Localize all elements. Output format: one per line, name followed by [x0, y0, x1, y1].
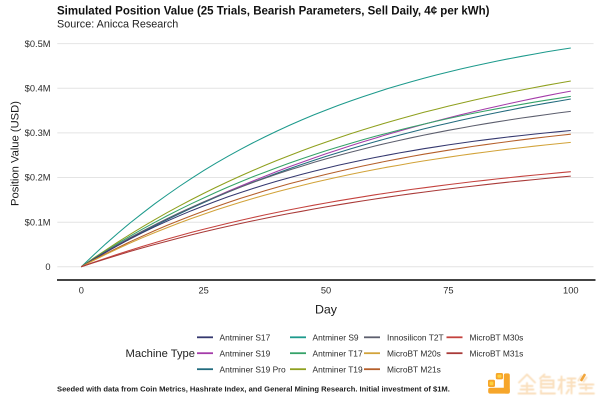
svg-text:MicroBT M21s: MicroBT M21s: [387, 365, 441, 375]
svg-text:Antminer S9: Antminer S9: [313, 333, 359, 343]
svg-text:0: 0: [79, 286, 84, 296]
svg-text:Source: Anicca Research: Source: Anicca Research: [57, 19, 178, 31]
svg-text:100: 100: [563, 286, 579, 296]
svg-text:$0.2M: $0.2M: [25, 173, 51, 183]
svg-text:$0.3M: $0.3M: [25, 128, 51, 138]
svg-text:MicroBT M31s: MicroBT M31s: [470, 349, 524, 359]
svg-text:$0.5M: $0.5M: [25, 39, 51, 49]
svg-text:75: 75: [443, 286, 453, 296]
svg-text:MicroBT M20s: MicroBT M20s: [387, 349, 441, 359]
svg-text:Antminer T17: Antminer T17: [313, 349, 363, 359]
svg-text:MicroBT M30s: MicroBT M30s: [470, 333, 524, 343]
svg-text:Antminer S19 Pro: Antminer S19 Pro: [220, 365, 286, 375]
svg-text:$0.1M: $0.1M: [25, 217, 51, 227]
svg-text:Machine Type: Machine Type: [126, 348, 195, 360]
svg-text:Seeded with data from Coin Met: Seeded with data from Coin Metrics, Hash…: [57, 385, 450, 394]
svg-text:Innosilicon T2T: Innosilicon T2T: [387, 333, 444, 343]
svg-text:0: 0: [45, 262, 50, 272]
svg-text:50: 50: [321, 286, 331, 296]
svg-text:Antminer T19: Antminer T19: [313, 365, 363, 375]
svg-text:Day: Day: [315, 303, 338, 317]
svg-text:Antminer S19: Antminer S19: [220, 349, 271, 359]
svg-text:$0.4M: $0.4M: [25, 83, 51, 93]
svg-text:25: 25: [199, 286, 209, 296]
svg-text:Simulated Position Value (25 T: Simulated Position Value (25 Trials, Bea…: [57, 6, 490, 18]
svg-text:Antminer S17: Antminer S17: [220, 333, 271, 343]
svg-text:Position Value (USD): Position Value (USD): [10, 101, 22, 206]
